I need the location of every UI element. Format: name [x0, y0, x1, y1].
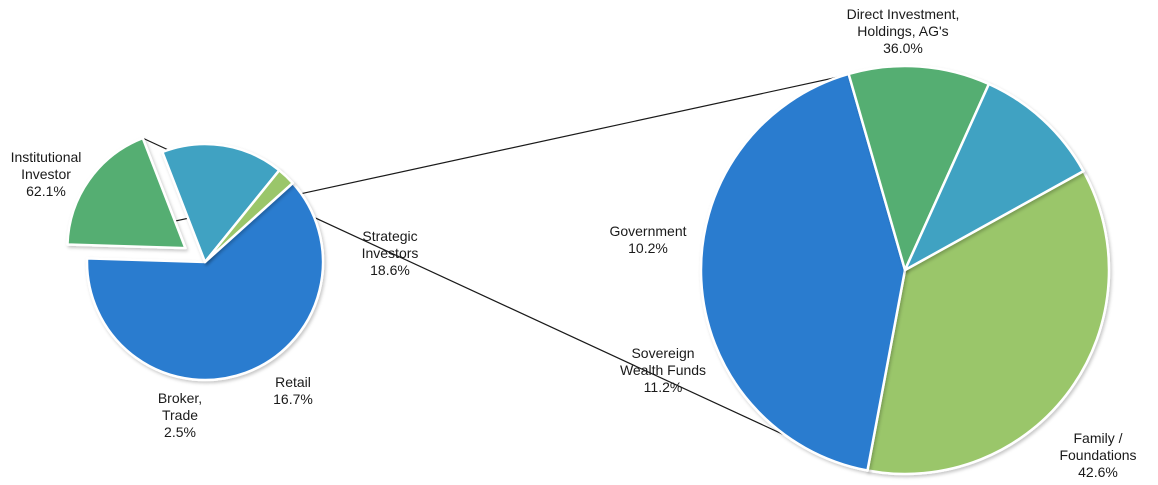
label-direct-investment-holdings-ag-s: Direct Investment, Holdings, AG's 36.0% [847, 6, 960, 56]
breakdown-pie-slice-government [903, 82, 1085, 272]
label-retail: Retail 16.7% [273, 374, 313, 407]
label-broker-trade: Broker, Trade 2.5% [158, 390, 202, 440]
label-government: Government 10.2% [609, 223, 686, 256]
main-pie [66, 136, 325, 382]
label-sovereign-wealth-funds: Sovereign Wealth Funds 11.2% [620, 345, 706, 395]
data-labels: Institutional Investor 62.1% Strategic Inves… [11, 6, 1137, 480]
label-strategic-investors: Strategic Investors 18.6% [362, 228, 419, 278]
breakdown-pie-slice-direct-investment-holdings-ag-s [866, 169, 1111, 476]
label-family-foundations: Family / Foundations 42.6% [1059, 430, 1136, 480]
label-institutional-investor: Institutional Investor 62.1% [11, 149, 82, 199]
main-pie-slice-retail [161, 142, 281, 264]
main-pie-slice-strategic-investors [66, 136, 187, 250]
main-pie-slice-broker-trade [203, 169, 294, 264]
breakdown-pie-slice-sovereign-wealth-funds [847, 64, 991, 272]
breakdown-pie [699, 64, 1111, 476]
main-pie-slice-institutional-investor [85, 181, 325, 382]
breakdown-pie-slice-family-foundations [699, 72, 907, 472]
